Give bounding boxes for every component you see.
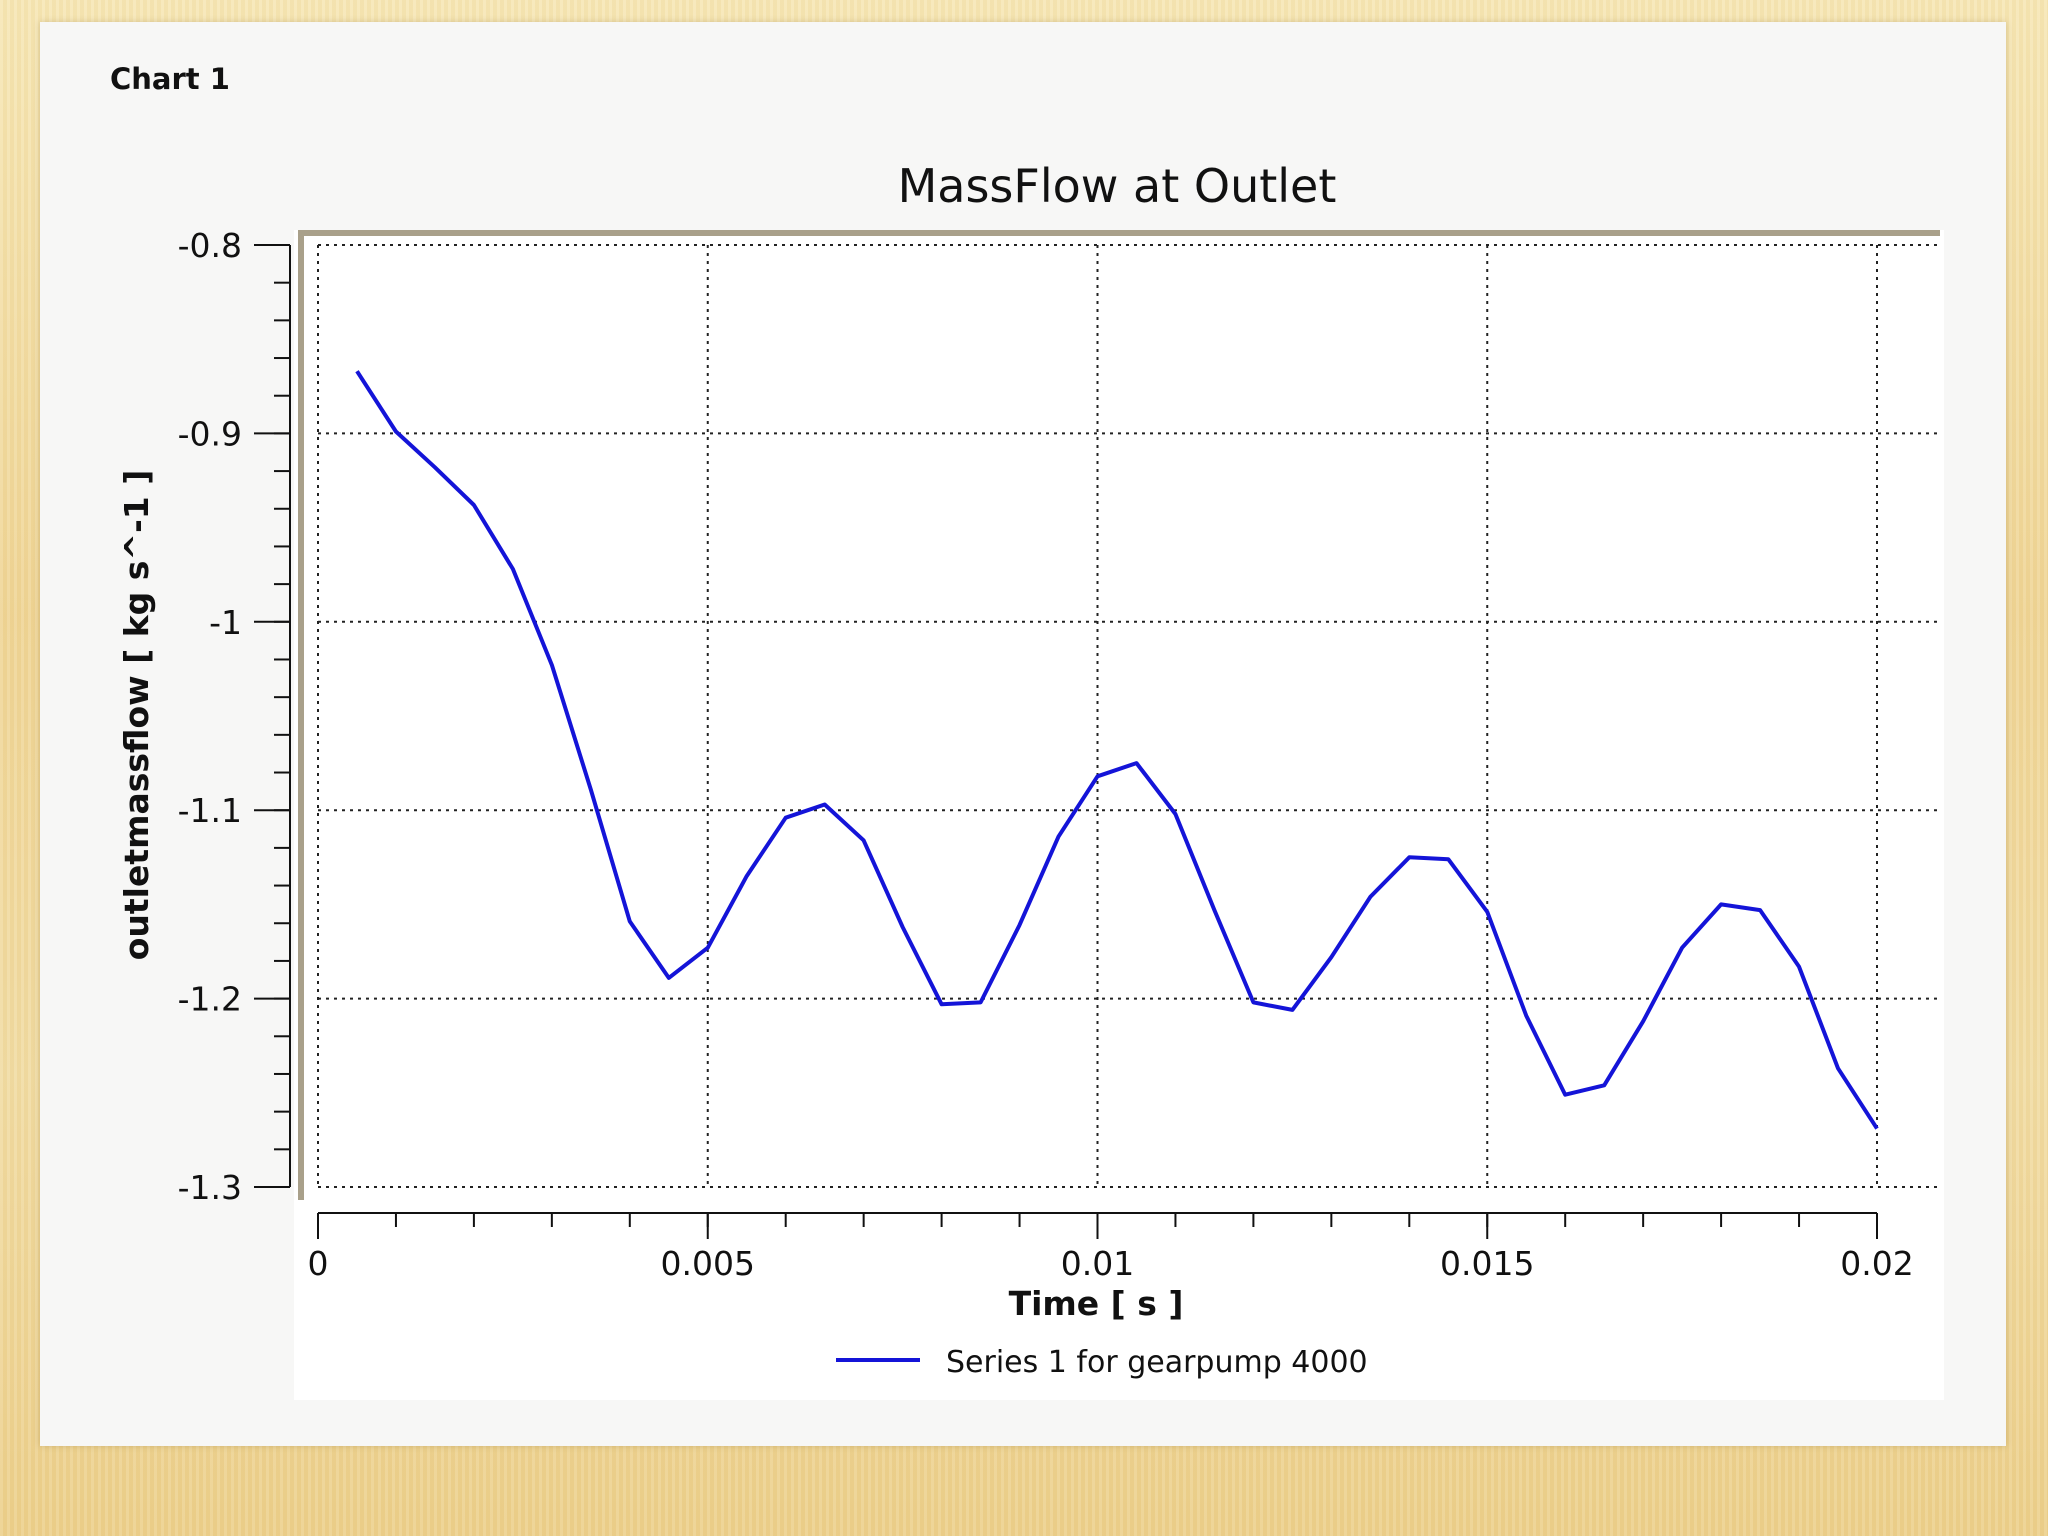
legend: Series 1 for gearpump 4000 bbox=[836, 1345, 1368, 1380]
series-layer bbox=[355, 370, 1879, 1130]
x-tick-label: 0.02 bbox=[1840, 1244, 1913, 1283]
chart-background bbox=[294, 230, 1944, 1400]
y-tick-label: -0.9 bbox=[178, 414, 242, 453]
y-tick-label: -1.2 bbox=[178, 980, 242, 1019]
x-tick-label: 0 bbox=[308, 1244, 329, 1283]
x-tick-label: 0.015 bbox=[1440, 1244, 1534, 1283]
x-tick-label: 0.005 bbox=[661, 1244, 755, 1283]
y-tick-label: -1.3 bbox=[178, 1168, 242, 1207]
chart-title: MassFlow at Outlet bbox=[898, 159, 1337, 213]
y-axis: -0.8 -0.9 -1 -1.1 -1.2 -1.3 bbox=[178, 226, 291, 1207]
legend-label: Series 1 for gearpump 4000 bbox=[946, 1345, 1368, 1380]
grid-lines bbox=[317, 244, 1940, 1188]
series-line bbox=[355, 370, 1879, 1130]
y-axis-label: outletmassflow [ kg s^-1 ] bbox=[117, 470, 156, 961]
plot-frame bbox=[298, 230, 1940, 1200]
panel-title: Chart 1 bbox=[110, 62, 230, 96]
y-tick-label: -1.1 bbox=[178, 791, 242, 830]
y-tick-label: -1 bbox=[209, 603, 242, 642]
y-tick-label: -0.8 bbox=[178, 226, 242, 265]
x-tick-label: 0.01 bbox=[1061, 1244, 1134, 1283]
x-axis: 0 0.005 0.01 0.015 0.02 bbox=[308, 1212, 1914, 1283]
x-axis-label: Time [ s ] bbox=[1009, 1284, 1184, 1323]
